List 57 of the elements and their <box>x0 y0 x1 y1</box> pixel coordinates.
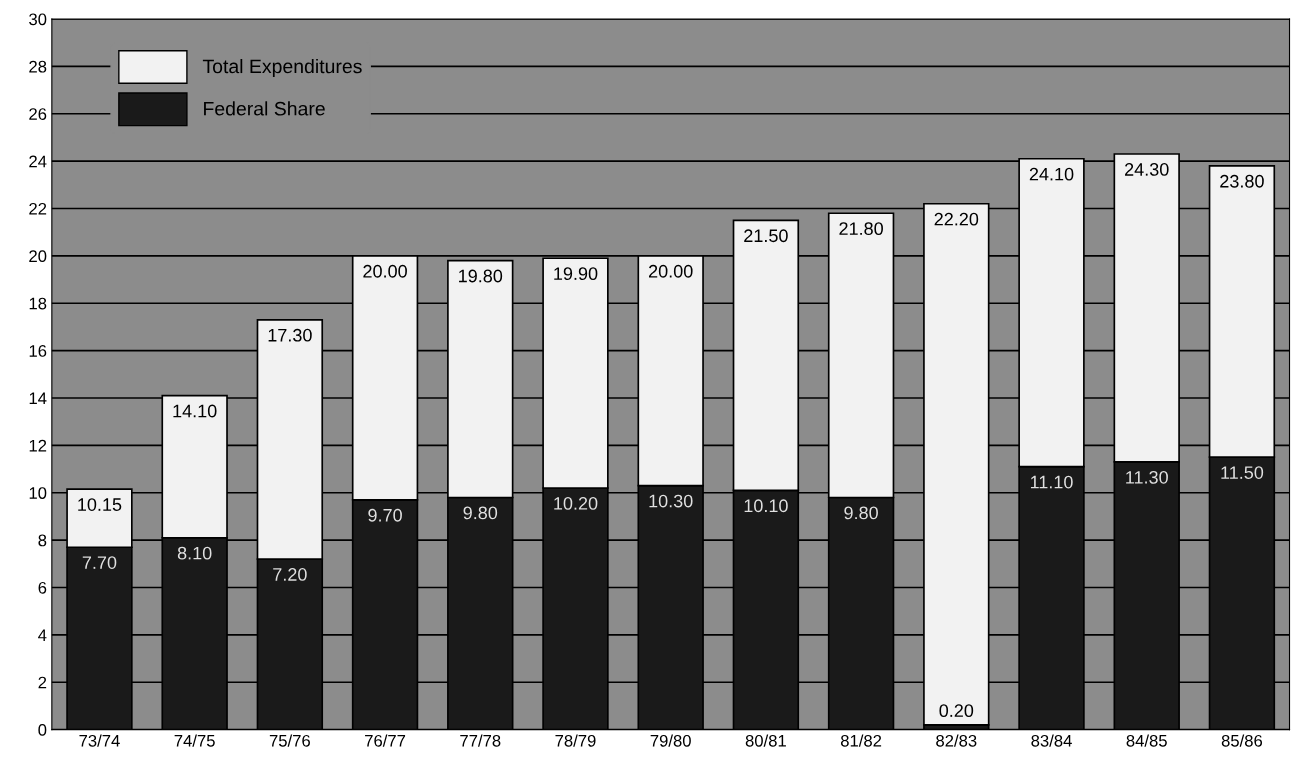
total-label: 22.20 <box>934 212 979 226</box>
y-tick-label: 22 <box>29 202 47 215</box>
total-label: 24.30 <box>1125 163 1169 176</box>
y-tick-label: 8 <box>38 534 47 547</box>
y-tick-label: 6 <box>38 581 47 594</box>
data-label: 10.30 <box>649 494 693 508</box>
x-tick-label: 81/82 <box>840 734 882 747</box>
y-tick-label: 4 <box>38 629 47 641</box>
data-label: 11.10 <box>1030 475 1073 489</box>
data-label: 9.70 <box>368 508 402 522</box>
data-label: 11.50 <box>1221 466 1264 479</box>
y-tick-label: 16 <box>29 345 47 357</box>
data-label: 7.20 <box>273 568 307 581</box>
total-label: 10.15 <box>78 498 122 511</box>
x-tick-label: 85/86 <box>1221 734 1263 747</box>
data-label: 11.30 <box>1126 470 1168 484</box>
x-tick-label: 73/74 <box>79 734 120 747</box>
y-tick-label: 12 <box>29 439 47 452</box>
x-tick-label: 77/78 <box>460 734 501 747</box>
total-label: 14.10 <box>173 404 217 418</box>
x-tick-label: 83/84 <box>1031 734 1072 747</box>
legend-label: Federal Share <box>204 101 325 116</box>
total-label: 20.00 <box>649 264 693 278</box>
y-tick-label: 30 <box>29 13 47 26</box>
total-label: 24.10 <box>1029 167 1074 181</box>
x-tick-label: 82/83 <box>936 734 977 747</box>
total-label: 21.50 <box>744 229 788 243</box>
y-tick-label: 18 <box>29 297 47 310</box>
data-label: 9.80 <box>844 506 878 520</box>
y-tick-label: 24 <box>29 155 47 168</box>
y-tick-label: 10 <box>29 487 47 499</box>
y-tick-label: 26 <box>29 108 47 120</box>
y-tick-label: 2 <box>38 676 47 689</box>
x-tick-label: 79/80 <box>650 734 691 747</box>
total-label: 23.80 <box>1220 174 1264 188</box>
y-tick-label: 0 <box>38 724 47 736</box>
x-tick-label: 78/79 <box>555 734 596 747</box>
x-tick-label: 84/85 <box>1126 734 1167 747</box>
total-label: 20.00 <box>363 264 407 278</box>
data-label: 9.80 <box>463 506 498 520</box>
data-label: 8.10 <box>177 546 212 560</box>
data-label: 10.20 <box>554 497 598 510</box>
total-label: 19.80 <box>459 269 503 283</box>
y-tick-label: 28 <box>29 60 47 73</box>
x-tick-label: 74/75 <box>174 734 215 747</box>
y-tick-label: 14 <box>29 392 47 405</box>
total-label: 17.30 <box>268 328 312 342</box>
y-tick-label: 20 <box>29 250 47 263</box>
total-label: 19.90 <box>554 267 598 281</box>
total-label: 21.80 <box>839 222 883 236</box>
data-label: 10.10 <box>744 499 788 513</box>
data-label: 0.20 <box>939 704 974 718</box>
legend-label: Total Expenditures <box>202 58 362 78</box>
x-tick-label: 75/76 <box>269 734 310 747</box>
x-tick-label: 76/77 <box>365 734 406 747</box>
data-label: 7.70 <box>82 556 117 569</box>
x-tick-label: 80/81 <box>745 734 786 747</box>
